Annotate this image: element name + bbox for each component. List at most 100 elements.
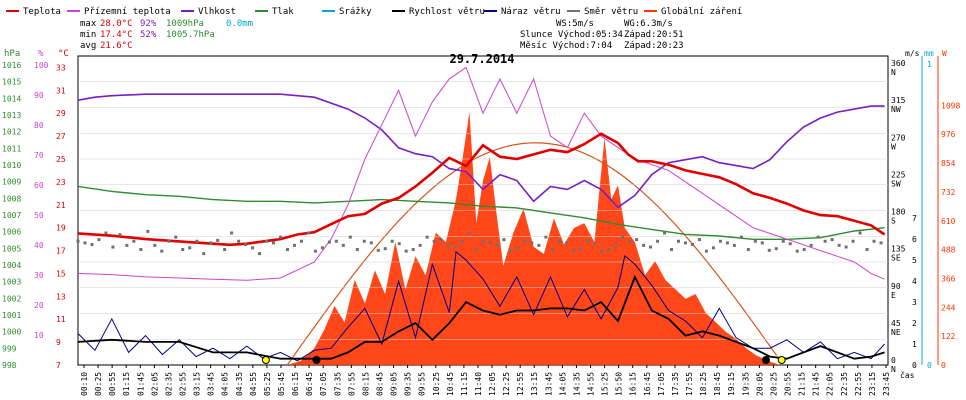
hpa-tick-label: 1011 bbox=[2, 144, 21, 153]
wind-dir-point bbox=[795, 249, 799, 253]
pct-tick-label: 100 bbox=[34, 61, 49, 70]
wind-dir-point bbox=[132, 239, 136, 243]
wind-dir-point bbox=[732, 243, 736, 247]
x-tick-label: 11:15 bbox=[460, 372, 469, 396]
x-tick-label: 17:35 bbox=[671, 372, 680, 396]
stat-max-temp: 28.0°C bbox=[100, 19, 133, 29]
x-tick-label: 05:25 bbox=[263, 372, 272, 396]
wind-dir-point bbox=[453, 245, 457, 249]
wind-dir-point bbox=[355, 248, 359, 251]
wind-dir-point bbox=[439, 238, 443, 242]
hpa-tick-label: 1012 bbox=[2, 128, 21, 137]
wind-dir-point bbox=[188, 246, 192, 250]
c-tick-label: 33 bbox=[56, 63, 66, 72]
wind-dir-point bbox=[572, 248, 576, 252]
x-tick-label: 11:40 bbox=[474, 372, 483, 396]
w-tick-label: 0 bbox=[941, 361, 946, 370]
dir-tick-card: S bbox=[891, 217, 896, 226]
wind-dir-point bbox=[802, 248, 806, 251]
mm-tick-label: 0 bbox=[927, 361, 932, 370]
dir-tick-card: SW bbox=[891, 179, 901, 188]
x-tick-label: 07:05 bbox=[319, 372, 328, 396]
pct-tick-label: 60 bbox=[34, 181, 44, 190]
pct-tick-label: 90 bbox=[34, 91, 44, 100]
x-tick-label: 03:15 bbox=[193, 372, 202, 396]
x-tick-label: 13:45 bbox=[544, 372, 553, 396]
w-tick-label: 976 bbox=[941, 130, 956, 139]
x-tick-label: 21:45 bbox=[812, 372, 821, 396]
hpa-tick-label: 1009 bbox=[2, 178, 21, 187]
legend: Teplota Přízemní teplota Vlhkost Tlak Srážky… bbox=[6, 7, 742, 17]
wind-dir-point bbox=[704, 249, 708, 253]
legend-label: Náraz větru bbox=[501, 7, 561, 17]
wind-dir-point bbox=[823, 239, 827, 243]
stat-max-press: 1009hPa bbox=[166, 19, 204, 29]
x-tick-label: 22:55 bbox=[854, 372, 863, 396]
wind-dir-point bbox=[488, 241, 492, 245]
wind-dir-point bbox=[481, 239, 485, 243]
wind-dir-point bbox=[125, 243, 129, 247]
w-tick-label: 732 bbox=[941, 188, 956, 197]
wind-dir-point bbox=[390, 239, 394, 243]
wind-dir-point bbox=[690, 243, 694, 247]
dir-tick-card: NE bbox=[891, 328, 901, 337]
wind-dir-point bbox=[97, 238, 101, 242]
stat-min-temp: 17.4°C bbox=[100, 30, 133, 40]
mm-tick-label: 1 bbox=[927, 60, 932, 69]
x-tick-label: 23:15 bbox=[868, 372, 877, 396]
x-tick-label: 14:55 bbox=[587, 372, 596, 396]
wind-dir-point bbox=[621, 235, 625, 239]
wind-dir-point bbox=[760, 241, 764, 245]
c-tick-label: 9 bbox=[56, 338, 61, 347]
w-tick-label: 1098 bbox=[941, 101, 960, 110]
wind-dir-point bbox=[90, 243, 94, 247]
x-tick-label: 20:25 bbox=[769, 372, 778, 396]
wind-dir-point bbox=[195, 239, 199, 243]
wind-dir-point bbox=[299, 239, 303, 243]
axis-x-unit: čas bbox=[900, 370, 915, 380]
clear-sky-curve bbox=[286, 142, 778, 366]
hpa-tick-label: 1015 bbox=[2, 78, 21, 87]
wind-dir-point bbox=[781, 239, 785, 243]
wind-dir-point bbox=[844, 245, 848, 249]
hpa-tick-label: 1014 bbox=[2, 94, 21, 103]
hpa-tick-label: 1002 bbox=[2, 294, 21, 303]
chart-title: 29.7.2014 bbox=[449, 52, 514, 66]
wind-dir-point bbox=[642, 243, 646, 247]
wind-dir-point bbox=[369, 241, 373, 245]
x-tick-label: 04:35 bbox=[235, 372, 244, 396]
wind-dir-point bbox=[502, 238, 506, 242]
hpa-tick-label: 1006 bbox=[2, 228, 21, 237]
legend-label: Rychlost větru bbox=[409, 7, 485, 17]
c-tick-label: 7 bbox=[56, 361, 61, 370]
dir-tick-deg: 225 bbox=[891, 170, 906, 179]
hpa-tick-label: 1013 bbox=[2, 111, 21, 120]
w-tick-label: 122 bbox=[941, 332, 956, 341]
info-moon-set: Západ:20:23 bbox=[624, 41, 684, 51]
wind-dir-point bbox=[209, 241, 213, 245]
wind-dir-point bbox=[586, 239, 590, 243]
c-tick-label: 15 bbox=[56, 269, 66, 278]
sunrise-marker bbox=[261, 356, 270, 364]
x-tick-label: 02:05 bbox=[150, 372, 159, 396]
c-tick-label: 13 bbox=[56, 292, 66, 301]
wind-dir-point bbox=[153, 243, 157, 247]
wind-dir-point bbox=[725, 241, 729, 245]
dir-tick-card: N bbox=[891, 68, 896, 77]
wind-dir-point bbox=[495, 243, 499, 247]
x-tick-label: 12:25 bbox=[502, 372, 511, 396]
ms-tick-label: 6 bbox=[912, 235, 917, 244]
c-tick-label: 27 bbox=[56, 132, 66, 141]
wind-dir-point bbox=[348, 235, 352, 239]
x-tick-label: 20:55 bbox=[784, 372, 793, 396]
wind-dir-point bbox=[202, 252, 206, 256]
axes: hPa% °C9989991000100110021003100410051006… bbox=[2, 49, 960, 396]
w-tick-label: 488 bbox=[941, 246, 956, 255]
wind-dir-point bbox=[600, 249, 604, 253]
wind-dir-point bbox=[160, 249, 164, 253]
x-tick-label: 22:05 bbox=[826, 372, 835, 396]
stats-panel: max 28.0°C 92% 1009hPa 0.0mm min 17.4°C 52% 1005… bbox=[80, 19, 684, 51]
wind-dir-point bbox=[670, 248, 674, 251]
wind-dir-point bbox=[663, 231, 667, 235]
x-tick-label: 23:45 bbox=[882, 372, 891, 396]
